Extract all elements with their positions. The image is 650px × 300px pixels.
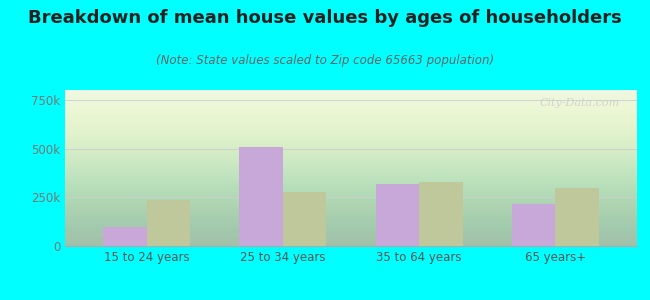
Bar: [283, 192, 326, 246]
Text: City-Data.com: City-Data.com: [540, 98, 620, 108]
Bar: [239, 146, 283, 246]
Legend: Zip code 65663, Missouri: Zip code 65663, Missouri: [240, 296, 462, 300]
Text: (Note: State values scaled to Zip code 65663 population): (Note: State values scaled to Zip code 6…: [156, 54, 494, 67]
Bar: [419, 182, 463, 246]
Text: Breakdown of mean house values by ages of householders: Breakdown of mean house values by ages o…: [28, 9, 622, 27]
Bar: [147, 200, 190, 246]
Bar: [555, 188, 599, 246]
Bar: [512, 204, 555, 246]
Bar: [103, 226, 147, 246]
Bar: [376, 184, 419, 246]
